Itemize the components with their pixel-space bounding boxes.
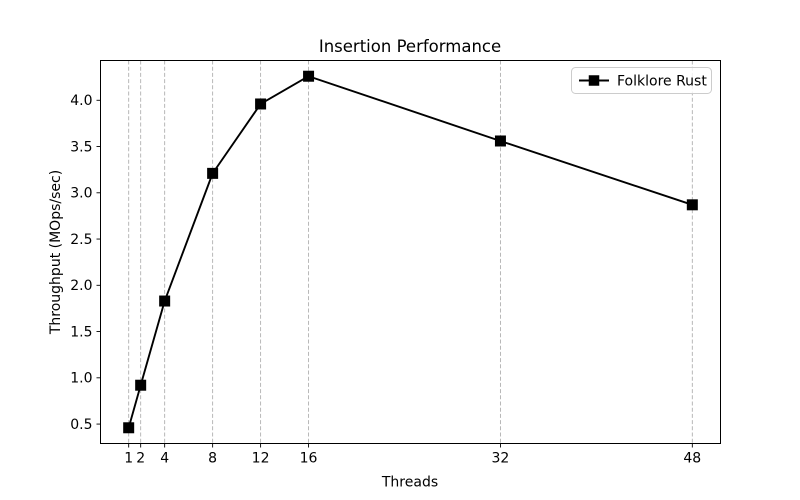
data-point-marker bbox=[159, 295, 171, 307]
x-tick-label: 16 bbox=[300, 451, 318, 467]
y-axis-label: Throughput (MOps/sec) bbox=[48, 170, 64, 335]
x-tick-label: 4 bbox=[160, 451, 169, 467]
data-point-marker bbox=[207, 167, 219, 179]
data-point-marker bbox=[123, 422, 135, 434]
chart-title: Insertion Performance bbox=[319, 37, 501, 56]
y-tick-label: 2.0 bbox=[70, 278, 92, 294]
data-point-marker bbox=[686, 199, 698, 211]
x-tick-label: 8 bbox=[208, 451, 217, 467]
data-point-marker bbox=[494, 135, 506, 147]
data-point-marker bbox=[255, 98, 267, 110]
x-tick-label: 32 bbox=[492, 451, 510, 467]
y-tick-label: 0.5 bbox=[70, 417, 92, 433]
plot-border bbox=[100, 60, 721, 444]
y-tick-label: 2.5 bbox=[70, 232, 92, 248]
series-line bbox=[127, 75, 694, 429]
legend-square-marker bbox=[588, 75, 600, 86]
x-tick-label: 2 bbox=[136, 451, 145, 467]
x-tick-label: 12 bbox=[252, 451, 270, 467]
axis-ticks: 1 2 4 8 12 16 32 480.51.01.52.02.53.03.54.0 bbox=[70, 93, 701, 466]
y-tick-label: 3.5 bbox=[70, 139, 92, 155]
data-series bbox=[123, 70, 698, 434]
y-tick-label: 1.5 bbox=[70, 324, 92, 340]
data-point-marker bbox=[135, 379, 147, 391]
y-tick-label: 3.0 bbox=[70, 186, 92, 202]
y-tick-label: 4.0 bbox=[70, 93, 92, 109]
x-tick-label: 1 bbox=[124, 451, 133, 467]
x-axis-label: Threads bbox=[381, 475, 438, 491]
gridlines bbox=[128, 60, 693, 444]
legend-box bbox=[571, 67, 712, 94]
legend-label: Folklore Rust bbox=[617, 74, 707, 90]
y-tick-label: 1.0 bbox=[70, 371, 92, 387]
data-point-marker bbox=[303, 70, 315, 82]
legend: Folklore Rust bbox=[571, 67, 712, 94]
x-tick-label: 48 bbox=[683, 451, 701, 467]
